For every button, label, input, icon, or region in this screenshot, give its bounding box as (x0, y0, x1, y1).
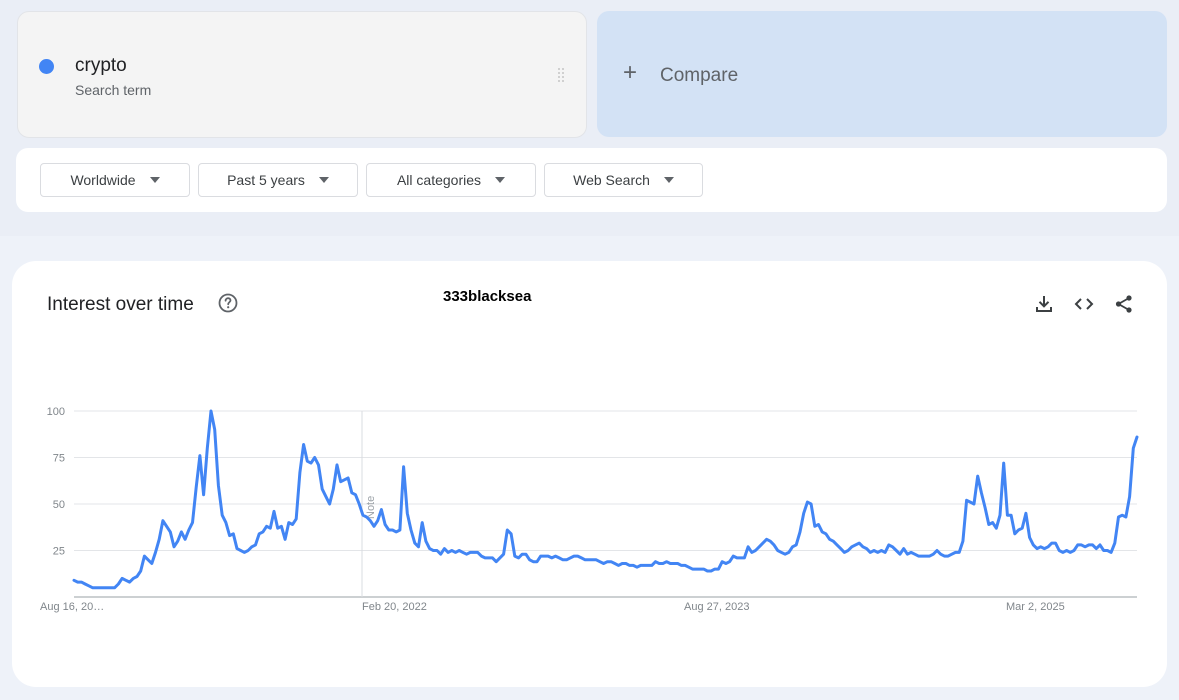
x-tick-label: Aug 27, 2023 (684, 601, 749, 613)
y-tick-label: 75 (53, 453, 65, 465)
filter-bar: Worldwide Past 5 years All categories We… (16, 148, 1167, 212)
plus-icon: + (623, 59, 638, 86)
compare-label: Compare (660, 65, 739, 86)
filter-label: Past 5 years (227, 172, 305, 188)
dropdown-arrow-icon (149, 177, 160, 183)
x-tick-label: Feb 20, 2022 (362, 601, 427, 613)
code-embed-icon[interactable] (1073, 293, 1095, 315)
panel-title: Interest over time (47, 294, 194, 315)
y-tick-label: 50 (53, 499, 65, 511)
drag-handle-icon[interactable] (558, 68, 564, 84)
search-type-filter[interactable]: Web Search (544, 163, 703, 197)
dropdown-arrow-icon (663, 177, 674, 183)
share-icon[interactable] (1113, 293, 1135, 315)
help-circle-icon[interactable] (218, 293, 238, 313)
x-tick-label: Mar 2, 2025 (1006, 601, 1065, 613)
y-tick-label: 100 (47, 406, 65, 418)
note-marker-label[interactable]: Note (365, 496, 377, 519)
download-icon[interactable] (1033, 293, 1055, 315)
compare-button[interactable]: + Compare (597, 11, 1167, 137)
dropdown-arrow-icon (495, 177, 506, 183)
y-tick-label: 25 (53, 546, 65, 558)
filter-label: Web Search (573, 172, 650, 188)
watermark-text: 333blacksea (443, 288, 532, 305)
interest-over-time-panel: Interest over time 333blacksea Note 100 7… (12, 261, 1167, 687)
search-term-subtitle: Search term (75, 82, 152, 98)
category-filter[interactable]: All categories (366, 163, 536, 197)
series-line-crypto[interactable] (72, 409, 1139, 590)
x-tick-label: Aug 16, 20… (40, 601, 104, 613)
time-range-filter[interactable]: Past 5 years (198, 163, 358, 197)
search-term-name[interactable]: crypto (75, 55, 127, 76)
filter-label: All categories (396, 172, 482, 188)
search-term-card[interactable]: crypto Search term (17, 11, 587, 138)
interest-chart: Note 100 75 50 25 Aug 16, 20… Feb 20, 2022 Au… (40, 406, 1139, 613)
region-filter[interactable]: Worldwide (40, 163, 190, 197)
filter-label: Worldwide (70, 172, 136, 188)
dropdown-arrow-icon (318, 177, 329, 183)
series-color-dot (39, 59, 54, 74)
